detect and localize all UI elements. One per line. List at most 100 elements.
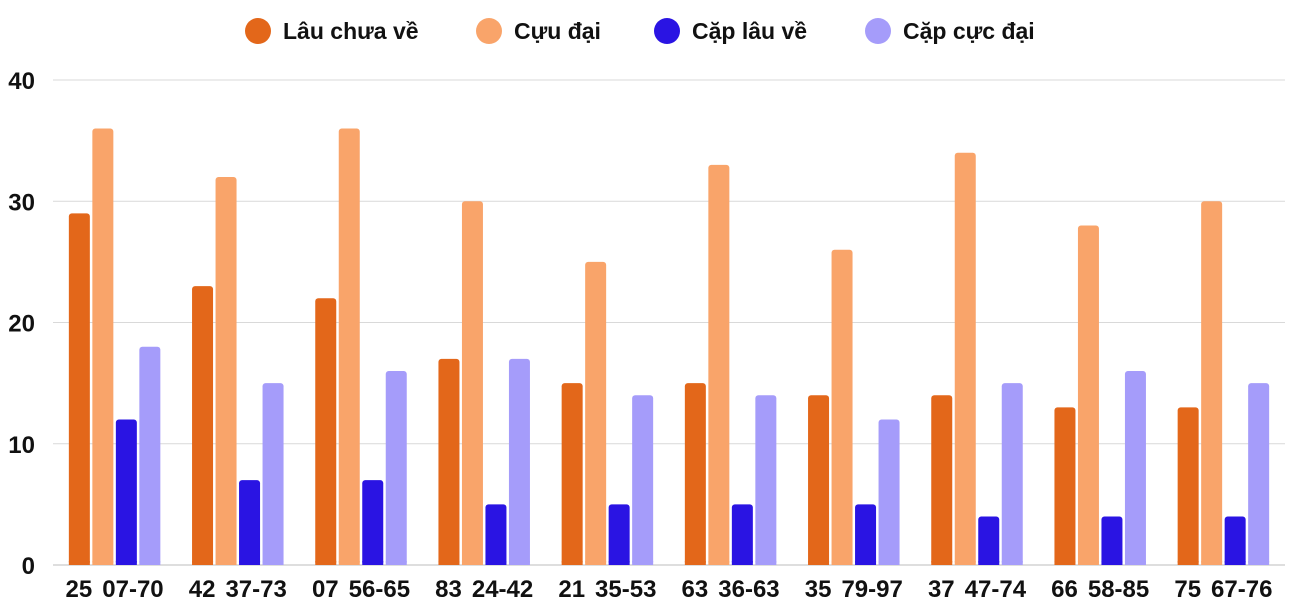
bar-base xyxy=(315,561,337,565)
legend-label: Cặp lâu về xyxy=(692,18,807,44)
bar-base xyxy=(1054,561,1076,565)
bar xyxy=(1224,516,1246,565)
bar-base xyxy=(831,561,853,565)
bar xyxy=(585,261,607,565)
bar-base xyxy=(192,561,214,565)
x-tick-label: 07 56-65 xyxy=(312,576,410,600)
bar xyxy=(931,395,953,565)
x-tick-number: 75 xyxy=(1174,576,1201,600)
bar xyxy=(1124,371,1146,565)
bar-base xyxy=(68,561,90,565)
bar-base xyxy=(1224,561,1246,565)
bars xyxy=(68,128,1270,565)
x-tick-pair: 67-76 xyxy=(1211,576,1272,600)
bar-base xyxy=(684,561,706,565)
x-tick-number: 07 xyxy=(312,576,339,600)
bar xyxy=(1077,225,1099,565)
y-tick-label: 20 xyxy=(8,311,35,338)
bar-base xyxy=(878,561,900,565)
bar xyxy=(878,419,900,565)
x-tick-label: 25 07-70 xyxy=(66,576,164,600)
x-tick-pair: 37-73 xyxy=(225,576,286,600)
bar-base xyxy=(508,561,530,565)
y-tick-label: 10 xyxy=(8,432,35,459)
bar xyxy=(978,516,1000,565)
bar xyxy=(338,128,360,565)
bar xyxy=(139,346,161,565)
bar-base xyxy=(438,561,460,565)
legend-item[interactable]: Lâu chưa về xyxy=(245,18,419,44)
x-tick-number: 21 xyxy=(558,576,585,600)
bar-base xyxy=(1124,561,1146,565)
x-tick-pair: 35-53 xyxy=(595,576,656,600)
x-tick-pair: 47-74 xyxy=(965,576,1027,600)
gridlines xyxy=(53,79,1285,566)
legend-label: Lâu chưa về xyxy=(283,18,419,44)
x-tick-pair: 56-65 xyxy=(349,576,410,600)
legend-item[interactable]: Cựu đại xyxy=(476,18,601,44)
x-tick-pair: 58-85 xyxy=(1088,576,1149,600)
legend-item[interactable]: Cặp lâu về xyxy=(654,18,807,44)
x-tick-pair: 24-42 xyxy=(472,576,533,600)
bar-base xyxy=(931,561,953,565)
bar-base xyxy=(1248,561,1270,565)
bar xyxy=(461,201,483,565)
bar-base xyxy=(92,561,114,565)
bar xyxy=(632,395,654,565)
x-tick-number: 37 xyxy=(928,576,955,600)
bar xyxy=(239,480,261,565)
bar-base xyxy=(1001,561,1023,565)
x-tick-label: 63 36-63 xyxy=(682,576,780,600)
bar xyxy=(115,419,137,565)
bar-base xyxy=(755,561,777,565)
bar xyxy=(608,504,630,565)
bar-base xyxy=(978,561,1000,565)
bar xyxy=(262,383,284,565)
bar xyxy=(708,164,730,565)
bar xyxy=(561,383,583,565)
legend-label: Cựu đại xyxy=(514,18,601,44)
x-tick-number: 35 xyxy=(805,576,832,600)
y-tick-label: 40 xyxy=(8,68,35,95)
bar xyxy=(755,395,777,565)
x-tick-number: 83 xyxy=(435,576,462,600)
x-tick-number: 66 xyxy=(1051,576,1078,600)
bar-base xyxy=(115,561,137,565)
x-tick-pair: 79-97 xyxy=(841,576,902,600)
x-tick-pair: 07-70 xyxy=(102,576,163,600)
bar xyxy=(1201,201,1223,565)
x-tick-label: 75 67-76 xyxy=(1174,576,1272,600)
bar xyxy=(1177,407,1199,565)
bar xyxy=(831,249,853,565)
bar xyxy=(215,177,237,565)
bar-base xyxy=(561,561,583,565)
bar xyxy=(684,383,706,565)
bar-base xyxy=(1101,561,1123,565)
bar xyxy=(731,504,753,565)
bar xyxy=(808,395,830,565)
bar xyxy=(385,371,407,565)
bar xyxy=(1248,383,1270,565)
x-tick-number: 42 xyxy=(189,576,216,600)
legend-swatch xyxy=(654,18,680,44)
y-tick-label: 30 xyxy=(8,189,35,216)
bar xyxy=(92,128,114,565)
x-tick-label: 42 37-73 xyxy=(189,576,287,600)
bar-base xyxy=(585,561,607,565)
bar-base xyxy=(239,561,261,565)
x-tick-number: 63 xyxy=(682,576,709,600)
x-tick-label: 66 58-85 xyxy=(1051,576,1149,600)
legend: Lâu chưa về Cựu đại Cặp lâu về Cặp cực đại xyxy=(245,18,1035,44)
bar-base xyxy=(139,561,161,565)
bar xyxy=(68,213,90,565)
x-tick-label: 35 79-97 xyxy=(805,576,903,600)
bar xyxy=(192,286,214,565)
bar xyxy=(508,358,530,565)
legend-item[interactable]: Cặp cực đại xyxy=(865,18,1035,44)
bar xyxy=(438,358,460,565)
y-tick-label: 0 xyxy=(22,553,35,580)
bar-base xyxy=(954,561,976,565)
y-axis: 0 10 20 30 40 xyxy=(8,68,35,580)
legend-swatch xyxy=(865,18,891,44)
